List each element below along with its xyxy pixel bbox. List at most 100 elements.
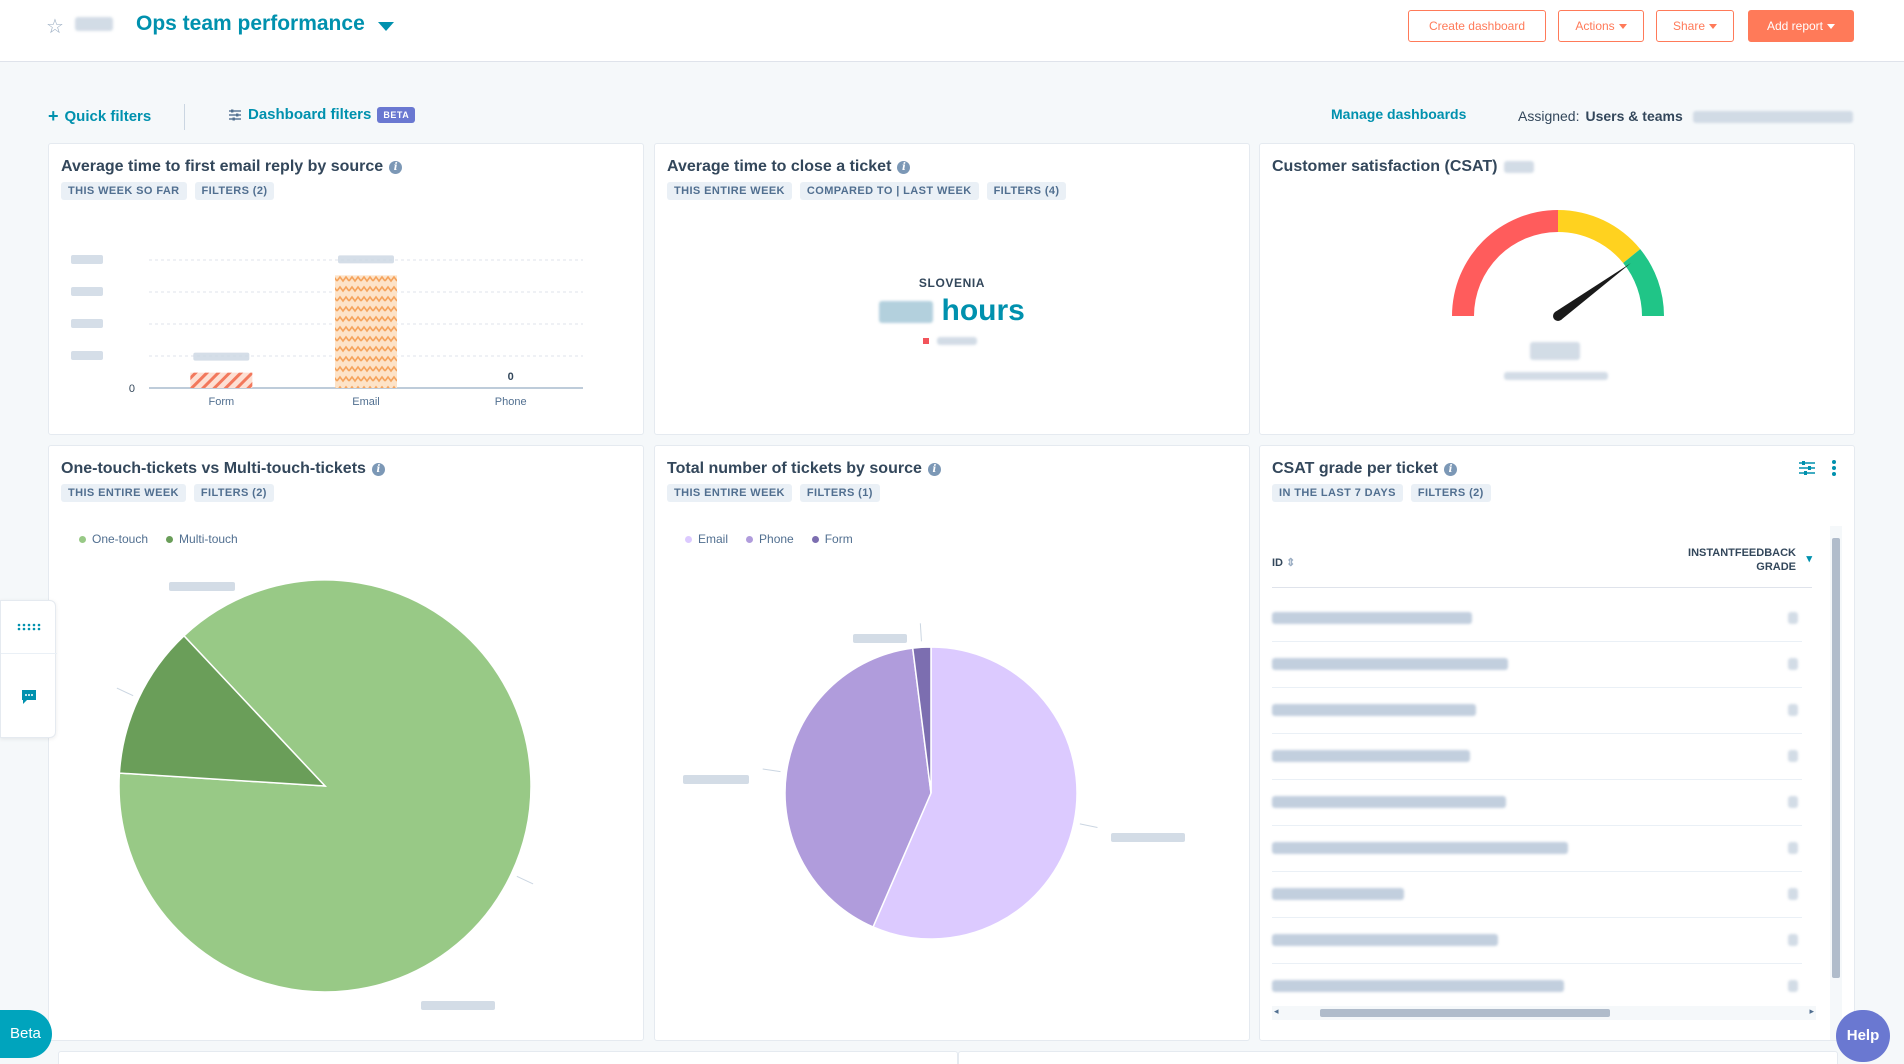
table-row[interactable] [1272,688,1802,734]
report-card-csat-grade[interactable]: CSAT grade per ticket i IN THE LAST 7 DAY… [1259,445,1855,1041]
data-label: 0 [508,371,514,383]
info-icon[interactable]: i [371,462,385,476]
legend-item[interactable]: Phone [746,532,794,546]
ticket-id-redacted[interactable] [1272,796,1506,808]
filters-tag[interactable]: FILTERS (1) [799,484,880,502]
x-tick-label: Email [352,396,380,408]
kpi-change-redacted [937,337,977,345]
report-tags: THIS ENTIRE WEEK FILTERS (1) [667,484,880,502]
legend-item[interactable]: One-touch [79,532,148,546]
horizontal-scrollbar[interactable]: ◂ ▸ [1272,1006,1816,1020]
dashboard-filters-button[interactable]: Dashboard filters BETA [228,106,416,123]
manage-dashboards-link[interactable]: Manage dashboards [1331,106,1467,122]
assigned-info[interactable]: Assigned: Users & teams [1518,108,1853,124]
report-card-csat[interactable]: Customer satisfaction (CSAT) [1259,143,1855,435]
create-dashboard-button[interactable]: Create dashboard [1408,10,1546,42]
scroll-left-icon[interactable]: ◂ [1274,1006,1279,1016]
more-options-icon[interactable] [1831,459,1837,477]
table-row[interactable] [1272,826,1802,872]
comparison-tag[interactable]: COMPARED TO | LAST WEEK [799,182,979,200]
date-range-tag[interactable]: THIS WEEK SO FAR [61,182,187,200]
sort-icon[interactable]: ▾ [1806,553,1812,565]
report-title[interactable]: Average time to close a ticket i [667,158,911,176]
ticket-id-redacted[interactable] [1272,704,1476,716]
ticket-id-redacted[interactable] [1272,888,1404,900]
report-title[interactable]: Total number of tickets by source i [667,460,941,478]
add-report-button[interactable]: Add report [1748,10,1854,42]
scroll-right-icon[interactable]: ▸ [1809,1006,1814,1016]
favorite-star-icon[interactable]: ☆ [46,16,64,38]
report-card-close-ticket[interactable]: Average time to close a ticket i THIS ENT… [654,143,1250,435]
plus-icon: + [48,106,59,126]
ticket-id-redacted[interactable] [1272,658,1508,670]
chat-icon[interactable] [20,689,38,705]
share-button[interactable]: Share [1656,10,1734,42]
date-range-tag[interactable]: THIS ENTIRE WEEK [667,484,792,502]
info-icon[interactable]: i [897,160,911,174]
ticket-id-redacted[interactable] [1272,612,1472,624]
date-range-tag[interactable]: IN THE LAST 7 DAYS [1272,484,1403,502]
report-card-touch-tickets[interactable]: One-touch-tickets vs Multi-touch-tickets… [48,445,644,1041]
filters-tag[interactable]: FILTERS (2) [193,484,274,502]
beta-feedback-button[interactable]: Beta [0,1010,52,1058]
pie-slice [118,579,532,993]
report-tags: THIS ENTIRE WEEK COMPARED TO | LAST WEEK… [667,182,1067,200]
ticket-id-redacted[interactable] [1272,842,1568,854]
legend-item[interactable]: Email [685,532,728,546]
pie-data-label-redacted [853,634,907,643]
pie-chart [683,623,1185,940]
ticket-id-redacted[interactable] [1272,980,1564,992]
table-row[interactable] [1272,734,1802,780]
chart-legend: Email Phone Form [685,532,853,546]
actions-button[interactable]: Actions [1558,10,1644,42]
filters-tag[interactable]: FILTERS (4) [986,182,1067,200]
report-card-tickets-source[interactable]: Total number of tickets by source i THIS … [654,445,1250,1041]
report-card-email-reply[interactable]: Average time to first email reply by sou… [48,143,644,435]
caret-down-icon [1827,24,1836,30]
column-header-grade[interactable]: INSTANTFEEDBACK GRADE [1688,547,1796,573]
info-icon[interactable]: i [389,160,403,174]
ticket-id-redacted[interactable] [1272,750,1470,762]
grade-redacted [1788,842,1798,854]
table-row[interactable] [1272,964,1802,1010]
report-settings-icon[interactable] [1798,460,1816,476]
kpi-region-label: SLOVENIA [918,276,986,290]
dashboard-switcher-chevron-icon[interactable] [378,22,394,31]
pie-data-label-redacted [1111,833,1185,842]
filters-tag[interactable]: FILTERS (2) [194,182,275,200]
report-title[interactable]: Customer satisfaction (CSAT) [1272,158,1534,176]
vertical-scrollbar[interactable] [1830,526,1842,1040]
table-row[interactable] [1272,596,1802,642]
filters-tag[interactable]: FILTERS (2) [1410,484,1491,502]
table-row[interactable] [1272,642,1802,688]
assigned-users-redacted [1692,111,1853,124]
top-bar: ☆ Ops team performance Create dashboard … [0,0,1904,62]
date-range-tag[interactable]: THIS ENTIRE WEEK [667,182,792,200]
table-row[interactable] [1272,780,1802,826]
date-range-tag[interactable]: THIS ENTIRE WEEK [61,484,186,502]
dashboard-title[interactable]: Ops team performance [136,12,365,35]
report-title[interactable]: CSAT grade per ticket i [1272,460,1457,478]
legend-item[interactable]: Form [811,532,853,546]
grade-redacted [1788,980,1798,992]
report-title[interactable]: One-touch-tickets vs Multi-touch-tickets… [61,460,385,478]
report-tags: IN THE LAST 7 DAYS FILTERS (2) [1272,484,1491,502]
bar [190,372,253,388]
pie-data-label-redacted [421,1001,495,1010]
grid-dots-icon[interactable] [17,623,41,631]
table-row[interactable] [1272,872,1802,918]
info-icon[interactable]: i [1443,462,1457,476]
gauge-segment [1623,249,1664,316]
info-icon[interactable]: i [927,462,941,476]
table-row[interactable] [1272,918,1802,964]
column-header-id[interactable]: ID ⇕ [1272,557,1296,569]
report-card-partial [958,1051,1838,1064]
csat-gauge [1452,210,1664,321]
help-button[interactable]: Help [1836,1010,1890,1062]
pie-leader-line [762,768,781,773]
legend-item[interactable]: Multi-touch [166,532,238,546]
quick-filters-button[interactable]: + Quick filters [48,106,152,126]
decrease-indicator-icon [923,338,929,344]
ticket-id-redacted[interactable] [1272,934,1498,946]
report-title[interactable]: Average time to first email reply by sou… [61,158,403,176]
